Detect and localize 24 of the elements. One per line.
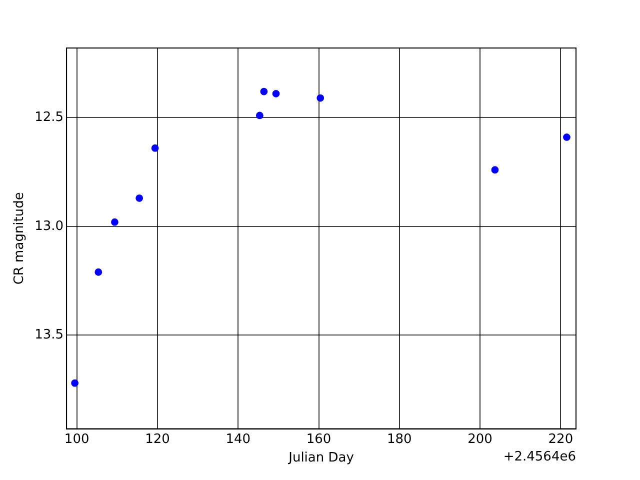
point [316, 94, 324, 102]
point [71, 379, 79, 387]
point [151, 144, 159, 152]
x-tick-label: 140 [226, 432, 251, 447]
x-tick-label: 160 [306, 432, 332, 447]
point [563, 134, 570, 141]
x-tick-label: 200 [468, 432, 492, 447]
point [94, 268, 102, 276]
x-axis-title: Julian Day [288, 450, 354, 466]
text: +2.4564e6 [503, 450, 576, 465]
y-tick-label: 12.5 [34, 110, 64, 126]
y-tick-label: 13.5 [34, 328, 64, 343]
point [272, 90, 280, 98]
x-tick-label: 100 [64, 432, 90, 447]
point [256, 112, 264, 120]
x-tick-label: 120 [145, 432, 170, 447]
y-tick-label: 13.0 [34, 218, 64, 234]
point [260, 88, 268, 96]
point [111, 218, 118, 226]
point [136, 194, 144, 202]
y-axis-title: CR magnitude [12, 192, 28, 285]
point [491, 166, 499, 174]
x-tick-label: 220 [548, 432, 574, 447]
x-tick-label: 180 [386, 432, 412, 447]
